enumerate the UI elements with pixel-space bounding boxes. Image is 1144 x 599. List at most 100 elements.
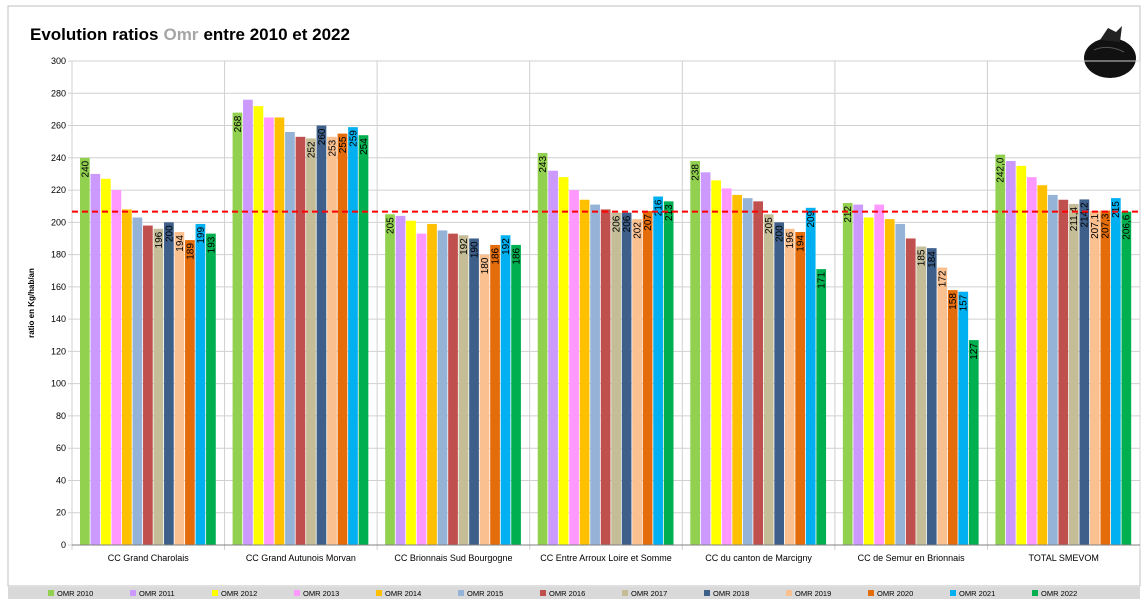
value-label: 189: [185, 243, 196, 260]
bar: [621, 212, 632, 546]
value-label: 205: [385, 217, 396, 234]
value-label: 202: [633, 222, 644, 239]
value-label: 240: [80, 160, 91, 177]
bar: [795, 232, 806, 545]
value-label: 194: [175, 235, 186, 252]
legend-swatch: [48, 590, 54, 596]
bar: [253, 106, 264, 545]
bar: [905, 238, 916, 545]
y-tick-label: 0: [61, 540, 66, 550]
legend-swatch: [622, 590, 628, 596]
legend-label: OMR 2019: [795, 589, 831, 598]
bar: [711, 180, 722, 546]
bar: [853, 204, 864, 545]
value-label: 207,1: [1090, 213, 1101, 238]
value-label: 200: [775, 225, 786, 242]
bar: [742, 198, 753, 545]
bar: [511, 244, 521, 546]
bar: [968, 340, 979, 545]
bar: [295, 136, 306, 545]
bar: [1058, 199, 1069, 545]
bar: [1089, 210, 1100, 545]
bar: [590, 204, 600, 545]
bar: [385, 214, 395, 545]
legend-label: OMR 2021: [959, 589, 995, 598]
value-label: 211,4: [1069, 207, 1080, 232]
legend-label: OMR 2013: [303, 589, 339, 598]
legend-swatch: [294, 590, 300, 596]
bar: [1079, 199, 1090, 545]
value-label: 199: [196, 227, 207, 244]
value-label: 206,6: [1122, 214, 1133, 239]
y-tick-label: 60: [56, 443, 66, 453]
value-label: 192: [501, 238, 512, 255]
value-label: 192: [459, 238, 470, 255]
legend-swatch: [376, 590, 382, 596]
bar: [143, 225, 153, 545]
bar: [842, 202, 853, 545]
bar: [1037, 185, 1048, 545]
bar: [437, 230, 448, 545]
bar: [958, 291, 969, 545]
x-tick-label: CC Entre Arroux Loire et Somme: [540, 553, 672, 563]
value-label: 243: [538, 156, 549, 173]
legend-swatch: [540, 590, 546, 596]
bar: [80, 157, 90, 546]
bar: [1110, 198, 1121, 545]
value-label: 190: [469, 241, 480, 258]
y-tick-label: 160: [51, 282, 66, 292]
bar: [448, 233, 458, 546]
bar: [122, 209, 132, 545]
bar: [185, 240, 195, 545]
value-label: 206: [612, 215, 623, 232]
y-tick-label: 20: [56, 508, 66, 518]
x-tick-label: CC Grand Autunois Morvan: [246, 553, 356, 563]
bar: [753, 201, 764, 546]
bar: [174, 232, 185, 545]
value-label: 194: [796, 235, 807, 252]
bar: [1016, 165, 1027, 545]
x-tick-label: TOTAL SMEVOM: [1029, 553, 1099, 563]
value-label: 242,0: [996, 157, 1007, 182]
bar: [653, 196, 663, 545]
x-tick-label: CC de Semur en Brionnais: [858, 553, 966, 563]
bar: [490, 244, 500, 546]
value-label: 157: [959, 294, 970, 311]
bar: [153, 228, 164, 545]
value-label: 185: [917, 249, 928, 266]
bar: [558, 177, 569, 545]
legend-swatch: [868, 590, 874, 596]
value-label: 254: [359, 138, 370, 155]
bar: [947, 290, 958, 545]
bar: [537, 152, 548, 545]
bar: [579, 199, 590, 545]
bar: [1005, 161, 1016, 545]
value-label: 207,3: [1101, 213, 1112, 238]
value-label: 259: [348, 130, 359, 147]
bar: [348, 127, 358, 545]
legend-label: OMR 2010: [57, 589, 93, 598]
legend-swatch: [458, 590, 464, 596]
legend-label: OMR 2022: [1041, 589, 1077, 598]
bar: [569, 190, 579, 546]
y-tick-label: 40: [56, 475, 66, 485]
x-tick-label: CC du canton de Marcigny: [705, 553, 812, 563]
value-label: 207: [643, 214, 654, 231]
bar: [995, 154, 1006, 545]
bar: [721, 188, 732, 545]
value-label: 253: [327, 139, 338, 156]
chart-title: Evolution ratios Omr entre 2010 et 2022: [30, 25, 350, 44]
bar: [469, 238, 479, 545]
bar: [732, 194, 743, 545]
bar: [274, 117, 285, 545]
bar: [1100, 210, 1111, 545]
x-tick-label: CC Brionnais Sud Bourgogne: [394, 553, 512, 563]
legend-label: OMR 2012: [221, 589, 257, 598]
bar: [101, 178, 111, 546]
bar: [132, 217, 143, 545]
bar: [479, 254, 490, 545]
value-label: 186: [511, 247, 522, 264]
bar: [926, 248, 937, 545]
y-axis-label: ratio en Kg/hab/an: [27, 268, 36, 338]
bar: [1026, 177, 1037, 545]
